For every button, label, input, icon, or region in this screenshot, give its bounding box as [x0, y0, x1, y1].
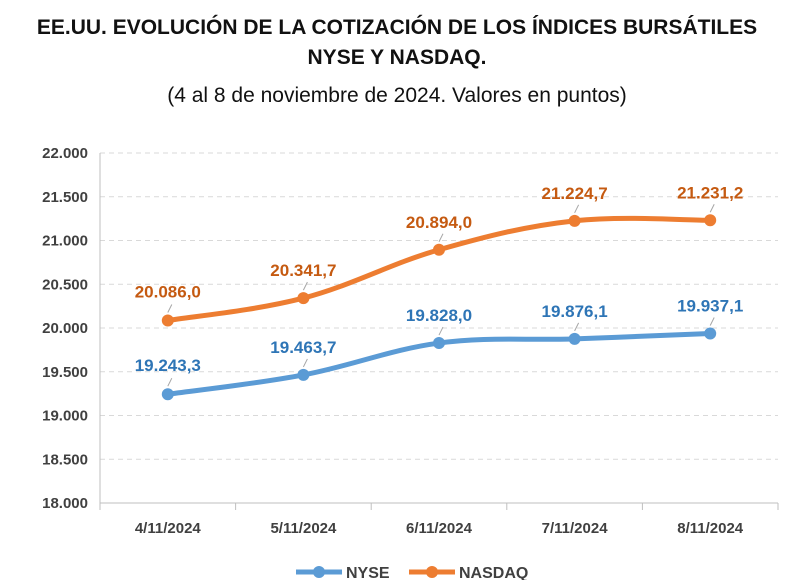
nasdaq-point-1 [297, 292, 310, 305]
y-tick-label-5: 20.500 [42, 276, 88, 293]
nasdaq-point-2 [433, 243, 445, 256]
chart-title-line-2: NYSE Y NASDAQ. [307, 46, 487, 69]
y-tick-label-8: 22.000 [42, 145, 88, 162]
nasdaq-data-label-3: 21.224,7 [542, 184, 608, 203]
grid-lines [100, 152, 778, 460]
nyse-point-0 [161, 388, 174, 401]
legend-label-nyse: NYSE [346, 565, 390, 580]
nyse-data-label-2: 19.828,0 [406, 306, 472, 325]
nasdaq-point-3 [568, 214, 581, 227]
nyse-point-3 [568, 332, 581, 345]
nyse-leader-0 [167, 377, 173, 387]
x-tick-label-0: 4/11/2024 [135, 520, 202, 537]
nyse-leader-3 [574, 322, 580, 332]
nasdaq-data-label-2: 20.894,0 [406, 213, 472, 232]
legend-label-nasdaq: NASDAQ [459, 565, 528, 580]
nyse-data-label-1: 19.463,7 [270, 338, 336, 357]
legend-swatch-marker-nyse [313, 566, 325, 578]
legend-item-nasdaq: NASDAQ [409, 565, 528, 580]
nasdaq-leader-3 [574, 204, 580, 214]
x-tick-label-1: 5/11/2024 [270, 520, 337, 537]
nasdaq-data-label-1: 20.341,7 [270, 261, 336, 280]
nyse-leader-1 [302, 358, 308, 368]
nasdaq-point-0 [161, 314, 174, 327]
nasdaq-leader-0 [167, 304, 173, 313]
nyse-point-1 [297, 368, 310, 381]
series-nyse: 19.243,3 19.463,7 19.828,0 19.876,1 19.937,1 [135, 297, 743, 401]
nyse-data-label-3: 19.876,1 [542, 302, 608, 321]
y-tick-label-4: 20.000 [42, 320, 88, 337]
x-tick-label-2: 6/11/2024 [406, 520, 473, 537]
series-nasdaq: 20.086,0 20.341,7 20.894,0 21.224,7 21.231,2 [135, 183, 743, 327]
axes [99, 153, 779, 510]
nyse-leader-4 [709, 317, 715, 326]
chart-subtitle: (4 al 8 de noviembre de 2024. Valores en… [167, 84, 627, 107]
nyse-data-label-0: 19.243,3 [135, 356, 201, 375]
legend-swatch-marker-nasdaq [426, 566, 438, 578]
nasdaq-leader-2 [438, 233, 444, 242]
chart-title-line-1: EE.UU. EVOLUCIÓN DE LA COTIZACIÓN DE LOS… [36, 16, 758, 39]
x-tick-label-3: 7/11/2024 [542, 520, 609, 537]
nyse-leader-2 [438, 326, 444, 336]
nasdaq-leader-4 [709, 204, 715, 213]
nasdaq-data-label-0: 20.086,0 [135, 282, 201, 301]
x-axis-ticks: 4/11/2024 5/11/2024 6/11/2024 7/11/2024 8/11… [135, 520, 744, 537]
y-tick-label-7: 21.500 [42, 189, 88, 206]
nasdaq-data-label-4: 21.231,2 [677, 183, 743, 202]
nyse-data-label-4: 19.937,1 [677, 297, 743, 316]
y-tick-label-3: 19.500 [42, 364, 88, 381]
legend-item-nyse: NYSE [296, 565, 390, 580]
y-axis-ticks: 18.000 18.500 19.000 19.500 20.000 20.500 21.0… [42, 145, 88, 512]
nyse-point-4 [704, 327, 717, 340]
y-tick-label-1: 18.500 [42, 451, 88, 468]
legend: NYSE NASDAQ [296, 565, 528, 580]
y-tick-label-0: 18.000 [42, 495, 88, 512]
y-tick-label-2: 19.000 [42, 408, 88, 425]
series-group: 19.243,3 19.463,7 19.828,0 19.876,1 19.937,1… [135, 183, 743, 401]
y-tick-label-6: 21.000 [42, 233, 88, 250]
nyse-point-2 [433, 337, 445, 350]
nasdaq-point-4 [704, 214, 717, 227]
x-tick-label-4: 8/11/2024 [677, 520, 744, 537]
nasdaq-leader-1 [302, 281, 308, 291]
